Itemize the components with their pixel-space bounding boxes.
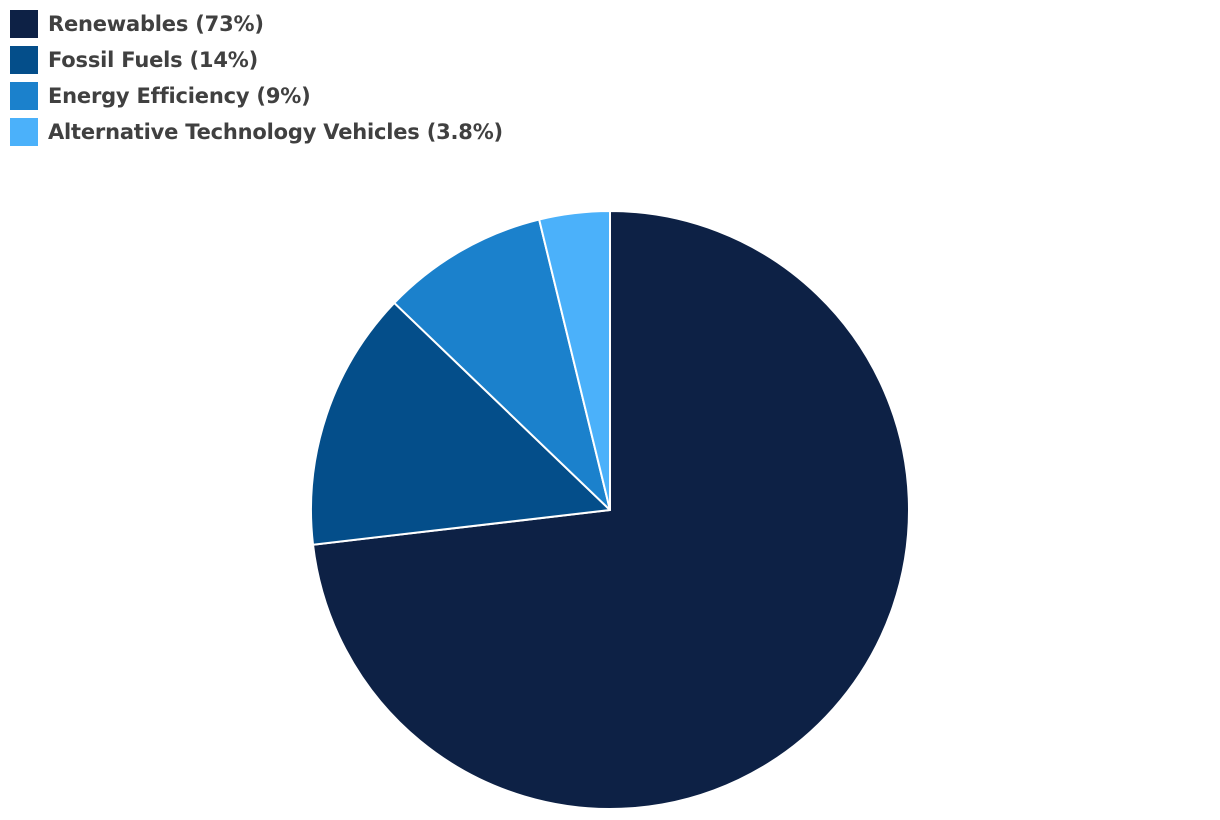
legend-label-energy-efficiency: Energy Efficiency (9%) [48,84,311,108]
pie-slice-fossil-fuels[interactable] [310,301,611,546]
legend-label-fossil-fuels: Fossil Fuels (14%) [48,48,258,72]
legend-swatch-fossil-fuels [10,46,38,74]
legend-item-energy-efficiency[interactable]: Energy Efficiency (9%) [10,82,503,110]
legend-item-fossil-fuels[interactable]: Fossil Fuels (14%) [10,46,503,74]
legend-item-alternative-technology-vehicles[interactable]: Alternative Technology Vehicles (3.8%) [10,118,503,146]
pie-slice-renewables[interactable] [312,210,910,810]
legend-item-renewables[interactable]: Renewables (73%) [10,10,503,38]
legend-swatch-energy-efficiency [10,82,38,110]
pie-slice-alternative-technology-vehicles[interactable] [538,210,611,511]
chart-legend: Renewables (73%) Fossil Fuels (14%) Ener… [10,10,503,154]
legend-swatch-renewables [10,10,38,38]
legend-label-renewables: Renewables (73%) [48,12,264,36]
legend-swatch-alternative-technology-vehicles [10,118,38,146]
legend-label-alternative-technology-vehicles: Alternative Technology Vehicles (3.8%) [48,120,503,144]
